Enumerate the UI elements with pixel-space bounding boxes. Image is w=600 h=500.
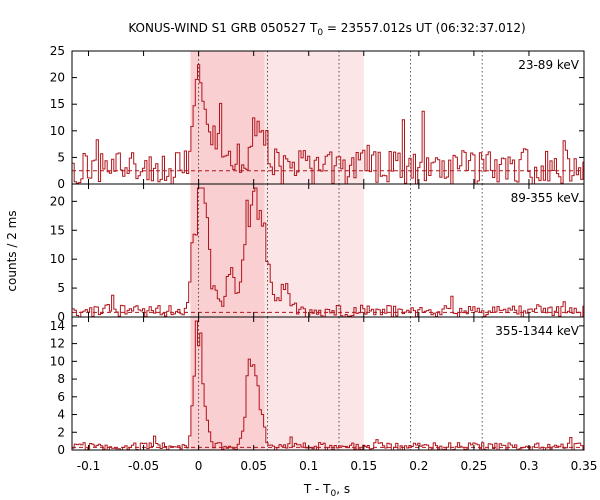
- x-tick-label: -0.1: [77, 459, 100, 473]
- x-axis-label: T - T0, s: [303, 482, 350, 499]
- panel-frame: [71, 316, 585, 451]
- x-axis-label-prefix: T - T: [303, 482, 331, 496]
- x-tick-label: 0: [195, 459, 203, 473]
- energy-band-label: 355-1344 keV: [495, 324, 579, 338]
- y-tick-label: 0: [57, 177, 65, 191]
- y-tick-label: 10: [50, 354, 65, 368]
- y-tick-label: 20: [50, 71, 65, 85]
- y-tick-label: 0: [57, 310, 65, 324]
- panels-group: 0 5 10 15 20 25 23-89 keV 0 5 10 15 20 89-355 keV 0 2 4…: [50, 44, 585, 457]
- count-series: [72, 187, 584, 318]
- y-tick-label: 5: [57, 150, 65, 164]
- panel-3: 0 2 4 6 8 10 12 14 355-1344 keV: [50, 316, 585, 457]
- y-tick-label: 5: [57, 281, 65, 295]
- chart-title-subscript: 0: [317, 28, 323, 38]
- chart-title-prefix: KONUS-WIND S1 GRB 050527 T: [128, 21, 318, 35]
- y-tick-label: 15: [50, 97, 65, 111]
- y-tick-label: 8: [57, 372, 65, 386]
- y-tick-label: 6: [57, 390, 65, 404]
- x-tick-label: 0.1: [299, 459, 318, 473]
- x-tick-label: 0.15: [350, 459, 377, 473]
- y-tick-label: 25: [50, 44, 65, 58]
- y-tick-label: 20: [50, 194, 65, 208]
- chart-title: KONUS-WIND S1 GRB 050527 T0 = 23557.012s…: [128, 21, 525, 38]
- y-tick-label: 10: [50, 124, 65, 138]
- x-tick-label: 0.05: [240, 459, 267, 473]
- y-tick-label: 0: [57, 443, 65, 457]
- energy-band-label: 23-89 keV: [518, 58, 580, 72]
- energy-band-label: 89-355 keV: [511, 191, 580, 205]
- panel-2: 0 5 10 15 20 89-355 keV: [50, 183, 585, 324]
- y-axis-label: counts / 2 ms: [5, 210, 19, 291]
- y-tick-label: 14: [50, 319, 65, 333]
- x-axis-label-subscript: 0: [331, 489, 337, 499]
- x-tick-label: 0.25: [461, 459, 488, 473]
- shaded-region-2: [264, 184, 364, 317]
- shaded-region-1: [190, 184, 265, 317]
- shaded-region-2: [264, 317, 364, 450]
- count-series: [72, 64, 584, 185]
- y-tick-label: 12: [50, 337, 65, 351]
- x-tick-label: 0.3: [519, 459, 538, 473]
- x-axis-label-suffix: , s: [336, 482, 350, 496]
- x-axis: -0.1 -0.05 0 0.05 0.1 0.15 0.2 0.25 0.3 0.35: [77, 459, 598, 473]
- x-tick-label: 0.2: [409, 459, 428, 473]
- x-tick-label: -0.05: [128, 459, 159, 473]
- y-tick-label: 15: [50, 223, 65, 237]
- panel-1: 0 5 10 15 20 25 23-89 keV: [50, 44, 585, 191]
- x-tick-label: 0.35: [571, 459, 598, 473]
- y-tick-label: 4: [57, 408, 65, 422]
- chart-title-suffix: = 23557.012s UT (06:32:37.012): [323, 21, 526, 35]
- y-tick-label: 10: [50, 252, 65, 266]
- y-tick-label: 2: [57, 425, 65, 439]
- count-series: [72, 320, 584, 451]
